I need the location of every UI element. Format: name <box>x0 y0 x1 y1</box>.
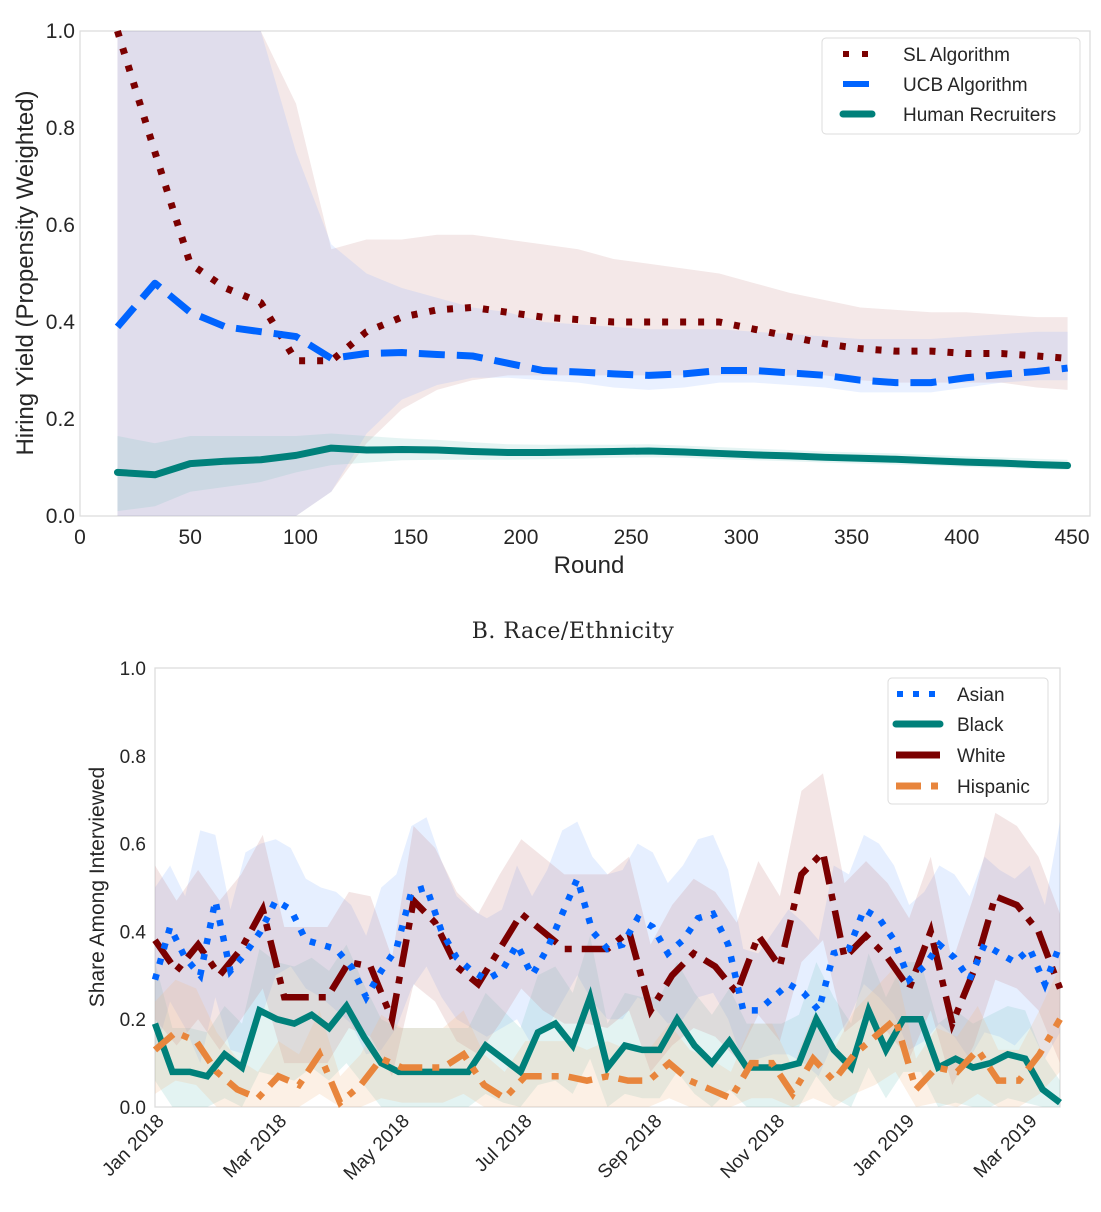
ci-band-sl-algorithm <box>117 31 1068 516</box>
legend-b: Asian Black White Hispanic <box>887 677 1049 805</box>
x-tick-label: Nov 2018 <box>717 1111 789 1183</box>
ci-band-hispanic <box>155 966 1060 1107</box>
series-line-sl-algorithm <box>114 29 1068 365</box>
y-axis-label-b: Share Among Interviewed <box>86 767 109 1007</box>
y-tick-label: 0.2 <box>46 408 75 431</box>
y-tick-labels-a: 0.0 0.2 0.4 0.6 0.8 1.0 <box>46 20 76 528</box>
x-tick-label: 450 <box>1054 526 1089 549</box>
x-tick-label: Jul 2018 <box>471 1111 537 1177</box>
ci-band-white <box>155 773 1060 1086</box>
y-tick-label: 1.0 <box>46 20 75 43</box>
x-tick-label: May 2018 <box>340 1111 414 1185</box>
x-tick-label: 0 <box>74 526 86 549</box>
x-tick-label: 250 <box>614 526 649 549</box>
x-tick-label: 400 <box>944 526 979 549</box>
x-tick-label: Jan 2019 <box>849 1111 919 1181</box>
x-tick-label: 50 <box>179 526 202 549</box>
x-tick-label: 150 <box>393 526 428 549</box>
y-tick-label: 1.0 <box>120 659 146 680</box>
ci-band-ucb-algorithm <box>117 31 1068 516</box>
y-tick-label: 0.6 <box>120 835 146 856</box>
panel-title-b: B. Race/Ethnicity <box>472 619 675 644</box>
legend-label-asian: Asian <box>957 685 1005 706</box>
legend-label-black: Black <box>957 715 1004 736</box>
legend-label-hispanic: Hispanic <box>957 777 1030 798</box>
series-lines-b <box>151 845 1064 1108</box>
legend-label-ucb: UCB Algorithm <box>903 75 1028 96</box>
x-tick-label: 200 <box>503 526 538 549</box>
x-tick-label: Mar 2018 <box>220 1111 292 1183</box>
series-line-hispanic <box>152 1013 1063 1108</box>
legend-label-white: White <box>957 746 1006 767</box>
confidence-bands-b <box>155 773 1060 1107</box>
y-tick-label: 0.6 <box>46 214 75 237</box>
confidence-bands-a <box>117 31 1068 516</box>
x-tick-label: Jan 2018 <box>98 1111 168 1181</box>
y-tick-label: 0.0 <box>46 505 75 528</box>
x-tick-label: Mar 2019 <box>970 1111 1042 1183</box>
legend-a: SL Algorithm UCB Algorithm Human Recruit… <box>821 37 1081 135</box>
ci-band-human-recruiters <box>117 433 1068 512</box>
series-line-asian <box>151 869 1064 1018</box>
y-tick-label: 0.8 <box>46 117 75 140</box>
legend-label-sl: SL Algorithm <box>903 45 1010 66</box>
x-tick-label: 300 <box>724 526 759 549</box>
hiring-yield-chart: 0.0 0.2 0.4 0.6 0.8 1.0 0 50 100 150 200 250 300 350… <box>12 20 1091 579</box>
series-line-ucb-algorithm <box>114 279 1068 387</box>
series-lines-a <box>113 29 1072 479</box>
x-tick-label: Sep 2018 <box>594 1111 666 1183</box>
race-ethnicity-chart: B. Race/Ethnicity 0.0 0.2 0.4 0.6 0.8 1.0 Jan… <box>86 619 1064 1185</box>
x-tick-labels-a: 0 50 100 150 200 250 300 350 400 450 <box>74 526 1089 549</box>
x-tick-labels-b: Jan 2018 Mar 2018 May 2018 Jul 2018 Sep 2018… <box>98 1111 1041 1185</box>
legend-box-b <box>887 677 1049 805</box>
y-axis-label-a: Hiring Yield (Propensity Weighted) <box>12 90 39 455</box>
series-line-human-recruiters <box>113 444 1072 479</box>
y-tick-label: 0.2 <box>120 1010 146 1031</box>
legend-box-a <box>821 37 1081 135</box>
x-tick-label: 100 <box>283 526 318 549</box>
x-axis-label-a: Round <box>554 552 625 579</box>
y-tick-label: 0.0 <box>120 1098 146 1119</box>
y-tick-label: 0.4 <box>46 311 76 334</box>
x-tick-label: 350 <box>834 526 869 549</box>
legend-label-human: Human Recruiters <box>903 105 1056 126</box>
y-tick-label: 0.8 <box>120 747 146 768</box>
y-tick-label: 0.4 <box>120 922 147 943</box>
series-line-black <box>151 986 1062 1106</box>
y-tick-labels-b: 0.0 0.2 0.4 0.6 0.8 1.0 <box>120 659 147 1119</box>
